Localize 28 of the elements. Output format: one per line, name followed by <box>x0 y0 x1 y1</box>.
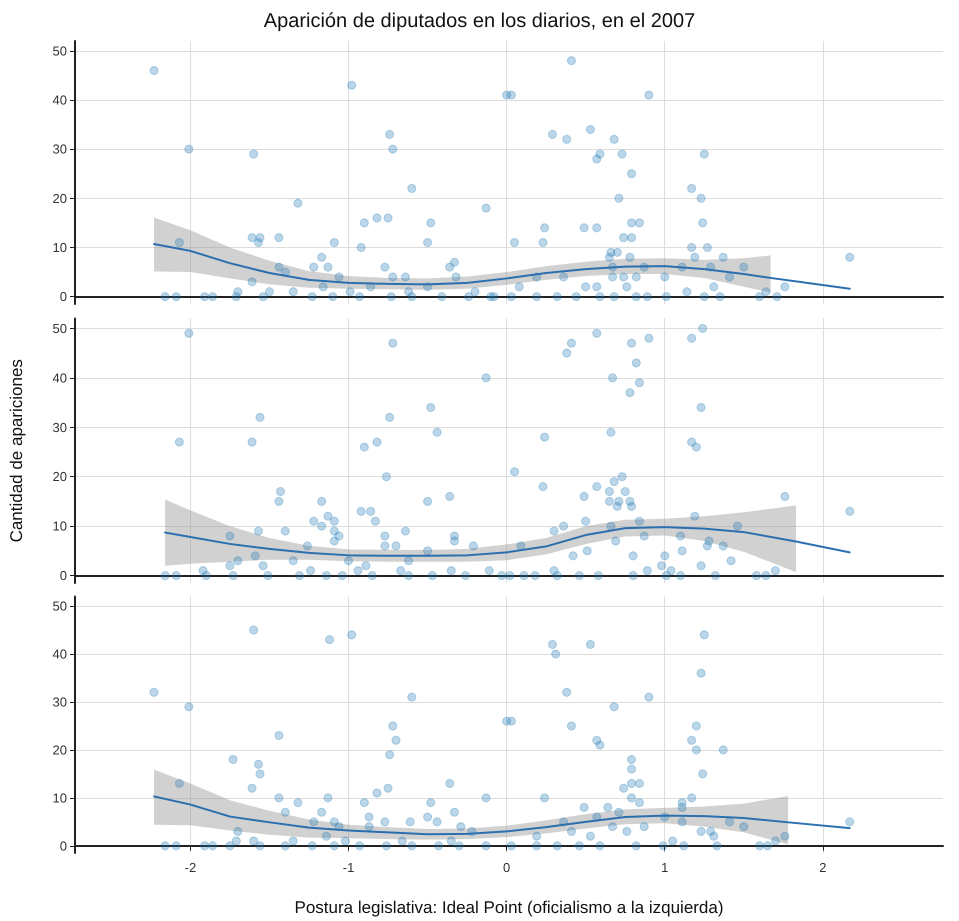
x-tick-label: -2 <box>184 860 196 875</box>
line-series <box>153 795 851 836</box>
chart-title: Aparición de diputados en los diarios, en el 2007 <box>264 10 696 32</box>
x-tick-label: 1 <box>661 860 668 875</box>
y-axis-title: Cantidad de apariciones <box>7 359 26 542</box>
x-tick-label: 2 <box>819 860 826 875</box>
x-axis-title: Postura legislativa: Ideal Point (oficialismo a la izquierda) <box>294 898 724 917</box>
y-tick-label: 20 <box>52 742 67 758</box>
y-tick-label: 10 <box>52 790 67 806</box>
y-tick-label: 40 <box>52 646 67 662</box>
y-tick-label: 10 <box>52 518 67 534</box>
x-tick-label: 0 <box>503 860 510 875</box>
y-tick-label: 10 <box>52 240 67 255</box>
line-series <box>153 243 851 290</box>
y-tick-label: 30 <box>52 694 67 710</box>
y-tick-label: 0 <box>60 838 67 854</box>
y-tick-label: 50 <box>52 598 67 614</box>
y-tick-label: 50 <box>52 320 67 336</box>
x-tick-label: -1 <box>342 860 354 875</box>
y-tick-label: 0 <box>60 289 67 304</box>
y-tick-label: 30 <box>52 142 67 157</box>
y-tick-label: 20 <box>52 190 67 206</box>
y-tick-label: 20 <box>52 469 67 484</box>
y-tick-label: 30 <box>52 420 67 435</box>
y-tick-label: 40 <box>52 370 67 386</box>
y-tick-label: 0 <box>60 568 67 584</box>
y-tick-label: 40 <box>52 92 67 108</box>
y-tick-label: 50 <box>52 43 67 58</box>
